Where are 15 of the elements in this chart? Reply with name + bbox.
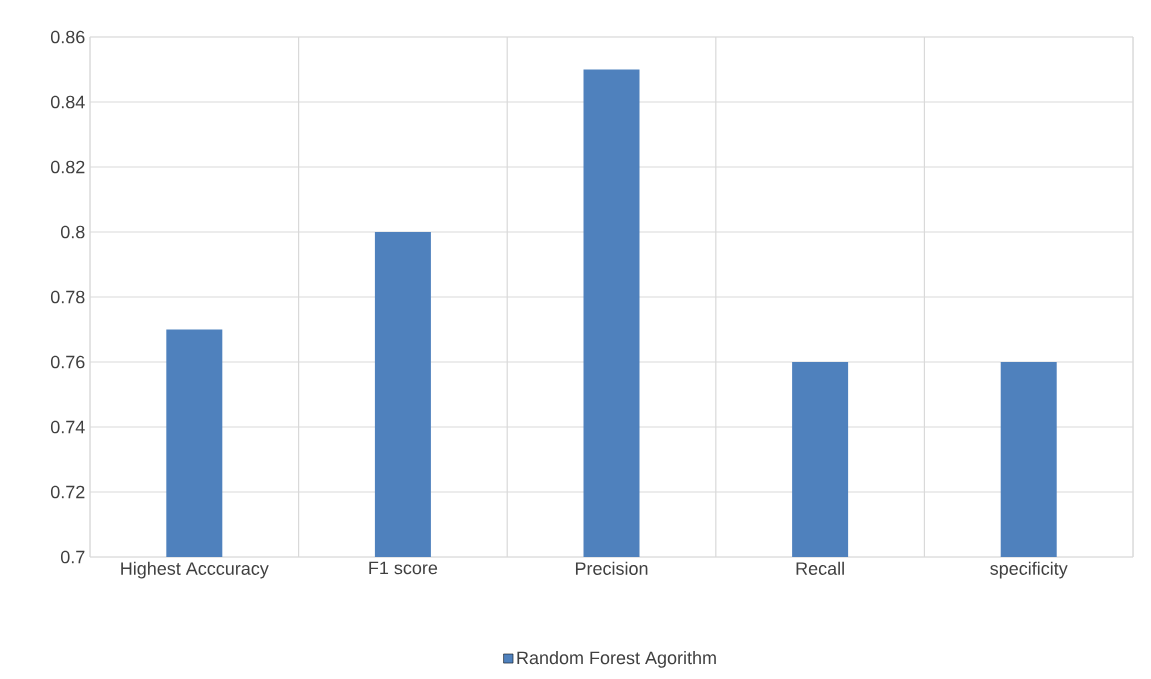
y-tick-label: 0.82: [50, 160, 85, 174]
y-tick-label: 0.72: [50, 485, 85, 499]
legend-label: Random Forest Agorithm: [517, 651, 716, 668]
y-tick-label: 0.76: [50, 355, 85, 369]
x-tick-label: Highest Acccuracy: [121, 561, 269, 579]
y-tick-label: 0.86: [50, 30, 85, 44]
y-tick-label: 0.78: [50, 290, 85, 304]
y-tick-label: 0.74: [50, 420, 85, 434]
x-tick-label: Recall: [796, 561, 844, 575]
y-tick-label: 0.84: [50, 95, 85, 109]
x-tick-label: Precision: [575, 561, 648, 575]
x-tick-label: specificity: [990, 561, 1068, 579]
x-tick-label: F1 score: [369, 561, 438, 575]
y-tick-label: 0.7: [60, 550, 85, 564]
y-tick-label: 0.8: [60, 225, 85, 239]
